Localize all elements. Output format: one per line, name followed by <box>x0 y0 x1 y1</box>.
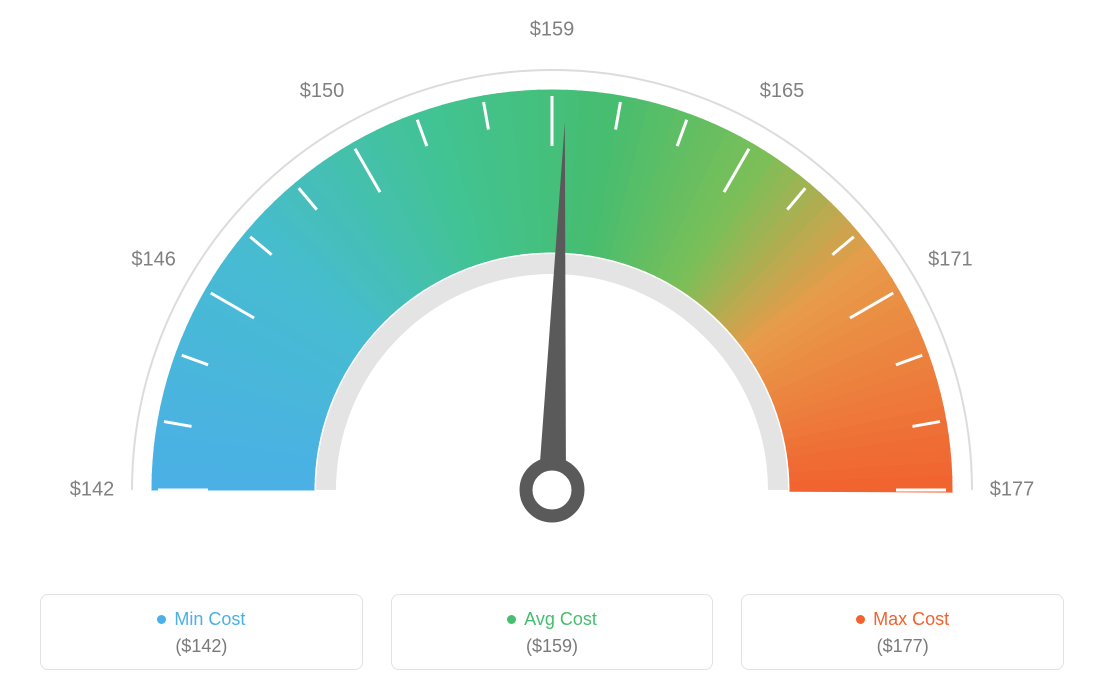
gauge-chart: $142 $146 $150 $159 $165 $171 $177 <box>0 10 1104 570</box>
legend-title: Min Cost <box>157 609 245 630</box>
gauge-tick-label: $150 <box>300 80 345 102</box>
legend-label: Min Cost <box>174 609 245 630</box>
gauge-tick-label: $142 <box>70 478 115 500</box>
legend-value: ($177) <box>752 636 1053 657</box>
legend-title: Avg Cost <box>507 609 597 630</box>
legend-dot-icon <box>507 615 516 624</box>
gauge-tick-label: $171 <box>928 248 973 270</box>
gauge-svg: $142 $146 $150 $159 $165 $171 $177 <box>22 10 1082 570</box>
gauge-tick-label: $146 <box>131 248 176 270</box>
legend-card-min: Min Cost ($142) <box>40 594 363 670</box>
gauge-tick-label: $177 <box>990 478 1035 500</box>
legend-dot-icon <box>157 615 166 624</box>
legend-value: ($142) <box>51 636 352 657</box>
legend-value: ($159) <box>402 636 703 657</box>
gauge-tick-label: $159 <box>530 18 575 40</box>
gauge-tick-label: $165 <box>760 80 805 102</box>
legend-dot-icon <box>856 615 865 624</box>
legend-card-avg: Avg Cost ($159) <box>391 594 714 670</box>
legend-label: Max Cost <box>873 609 949 630</box>
legend-row: Min Cost ($142) Avg Cost ($159) Max Cost ($17… <box>0 594 1104 670</box>
legend-label: Avg Cost <box>524 609 597 630</box>
gauge-needle-hub <box>526 464 578 516</box>
legend-title: Max Cost <box>856 609 949 630</box>
legend-card-max: Max Cost ($177) <box>741 594 1064 670</box>
